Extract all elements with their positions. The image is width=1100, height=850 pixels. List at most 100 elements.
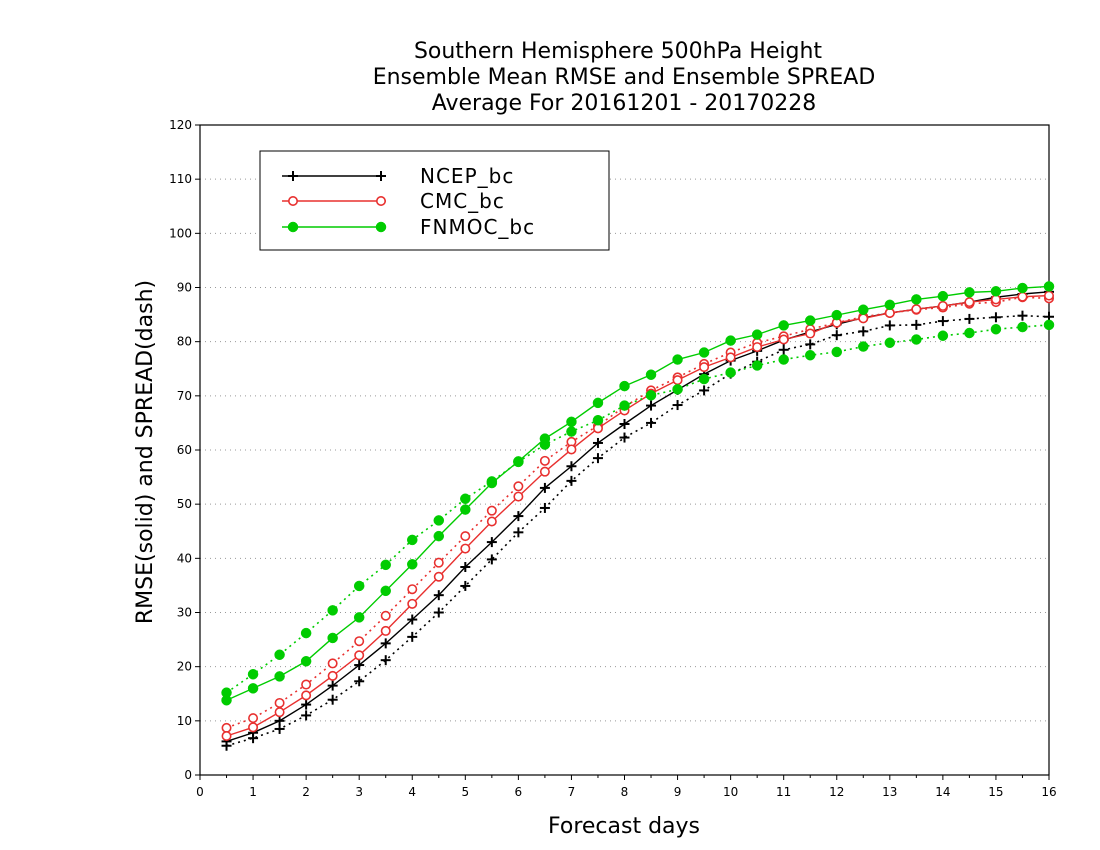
series-fnmoc-bc-rmse-point xyxy=(990,286,1002,297)
x-tick-label: 13 xyxy=(882,785,897,799)
x-tick-label: 0 xyxy=(196,785,204,799)
series-fnmoc-bc-rmse-point xyxy=(513,456,524,467)
y-tick-label: 30 xyxy=(177,606,192,620)
series-ncep-bc-rmse-point xyxy=(354,660,365,671)
series-ncep-bc-rmse-point xyxy=(433,590,444,601)
series-fnmoc-bc-spread-point xyxy=(407,534,418,546)
series-ncep-bc-rmse-point xyxy=(646,400,657,411)
series-cmc-bc-rmse-point xyxy=(1017,291,1028,302)
series-ncep-bc-rmse-point xyxy=(592,437,603,448)
y-tick-label: 70 xyxy=(177,389,192,403)
legend-marker xyxy=(375,196,386,207)
series-fnmoc-bc-spread-point xyxy=(990,323,1002,335)
series-fnmoc-bc-spread-point xyxy=(327,605,338,616)
series-ncep-bc-spread-point xyxy=(539,502,550,513)
x-tick-label: 16 xyxy=(1041,785,1056,799)
series-ncep-bc-spread-point xyxy=(433,607,444,618)
series-fnmoc-bc-rmse-point xyxy=(380,585,391,597)
series-ncep-bc-spread-point xyxy=(884,320,895,331)
series-fnmoc-bc-spread-point xyxy=(672,384,683,395)
series-ncep-bc-spread-point xyxy=(911,319,922,330)
series-ncep-bc-spread-point xyxy=(1017,310,1028,321)
series-ncep-bc-spread-point xyxy=(460,580,471,591)
y-tick-label: 100 xyxy=(169,226,192,240)
chart-title-line-2: Ensemble Mean RMSE and Ensemble SPREAD xyxy=(373,65,876,90)
series-ncep-bc-rmse-point xyxy=(327,680,338,691)
series-fnmoc-bc-rmse-point xyxy=(645,369,657,380)
series-fnmoc-bc-spread-point xyxy=(300,627,312,639)
series-cmc-bc-rmse-point xyxy=(778,334,789,345)
series-ncep-bc-rmse-point xyxy=(380,638,391,649)
series-cmc-bc-rmse-point xyxy=(699,362,710,373)
y-tick-label: 40 xyxy=(177,551,192,565)
series-fnmoc-bc-spread-point xyxy=(937,330,949,341)
series-fnmoc-bc-spread-point xyxy=(858,341,869,352)
series-layer xyxy=(221,281,1055,751)
series-cmc-bc-spread-point xyxy=(274,697,285,708)
series-ncep-bc-rmse-point xyxy=(274,715,285,726)
series-cmc-bc-rmse-point xyxy=(460,543,471,554)
series-cmc-bc-rmse-point xyxy=(301,690,312,701)
y-tick-label: 50 xyxy=(177,497,192,511)
series-fnmoc-bc-rmse-line xyxy=(226,285,1050,701)
x-tick-label: 3 xyxy=(355,785,363,799)
x-tick-label: 15 xyxy=(988,785,1003,799)
series-ncep-bc-spread-point xyxy=(301,710,312,721)
y-tick-label: 110 xyxy=(169,172,192,186)
series-ncep-bc-spread-point xyxy=(327,694,338,705)
series-ncep-bc-spread-point xyxy=(805,339,816,350)
series-cmc-bc-spread-point xyxy=(354,636,365,647)
series-ncep-bc-rmse-point xyxy=(566,461,577,472)
y-tick-label: 10 xyxy=(177,714,192,728)
series-fnmoc-bc-spread-point xyxy=(911,334,922,345)
series-cmc-bc-spread-point xyxy=(221,722,232,733)
series-fnmoc-bc-rmse-point xyxy=(884,299,896,311)
x-tick-label: 9 xyxy=(674,785,682,799)
y-tick-label: 0 xyxy=(184,768,192,782)
series-fnmoc-bc-rmse-point xyxy=(831,309,842,321)
legend-marker xyxy=(287,221,299,233)
series-ncep-bc-rmse-point xyxy=(486,537,497,548)
series-fnmoc-bc-spread-point xyxy=(1043,319,1055,331)
series-fnmoc-bc-spread-point xyxy=(831,346,842,358)
series-ncep-bc-spread-point xyxy=(592,453,603,464)
series-fnmoc-bc-rmse-point xyxy=(858,304,869,315)
y-tick-label: 80 xyxy=(177,335,192,349)
series-fnmoc-bc-spread-point xyxy=(645,390,657,401)
y-tick-label: 60 xyxy=(177,443,192,457)
series-fnmoc-bc-rmse-point xyxy=(778,320,789,331)
series-ncep-bc-spread-point xyxy=(858,326,869,337)
series-cmc-bc-spread-point xyxy=(539,455,550,466)
series-ncep-bc-spread-point xyxy=(566,475,577,486)
series-ncep-bc-spread-point xyxy=(937,316,948,327)
series-fnmoc-bc-rmse-point xyxy=(353,612,365,623)
series-fnmoc-bc-rmse-point xyxy=(619,380,630,392)
series-ncep-bc-rmse-point xyxy=(619,419,630,429)
series-ncep-bc-spread-point xyxy=(964,313,975,324)
series-cmc-bc-rmse-point xyxy=(513,491,524,502)
series-ncep-bc-spread-point xyxy=(831,330,842,341)
series-ncep-bc-spread-point xyxy=(354,676,365,687)
series-fnmoc-bc-spread-point xyxy=(353,580,365,592)
series-fnmoc-bc-rmse-point xyxy=(1017,282,1028,294)
series-fnmoc-bc-spread-point xyxy=(1017,321,1028,333)
series-fnmoc-bc-rmse-point xyxy=(1043,281,1055,292)
series-ncep-bc-spread-point xyxy=(619,432,630,443)
series-cmc-bc-spread-point xyxy=(407,584,418,595)
series-fnmoc-bc-rmse-point xyxy=(433,530,445,542)
legend-label: FNMOC_bc xyxy=(420,215,535,239)
series-ncep-bc-rmse-point xyxy=(460,562,471,572)
series-ncep-bc-spread-point xyxy=(513,527,524,538)
x-tick-label: 5 xyxy=(461,785,469,799)
series-fnmoc-bc-spread-point xyxy=(460,493,471,504)
series-fnmoc-bc-rmse-point xyxy=(221,695,232,706)
series-cmc-bc-spread-point xyxy=(248,713,259,724)
series-fnmoc-bc-spread-point xyxy=(778,354,789,365)
x-tick-label: 11 xyxy=(776,785,791,799)
series-fnmoc-bc-spread-point xyxy=(566,426,577,437)
x-tick-label: 12 xyxy=(829,785,844,799)
series-fnmoc-bc-rmse-point xyxy=(539,433,551,444)
series-ncep-bc-spread-point xyxy=(990,312,1001,323)
